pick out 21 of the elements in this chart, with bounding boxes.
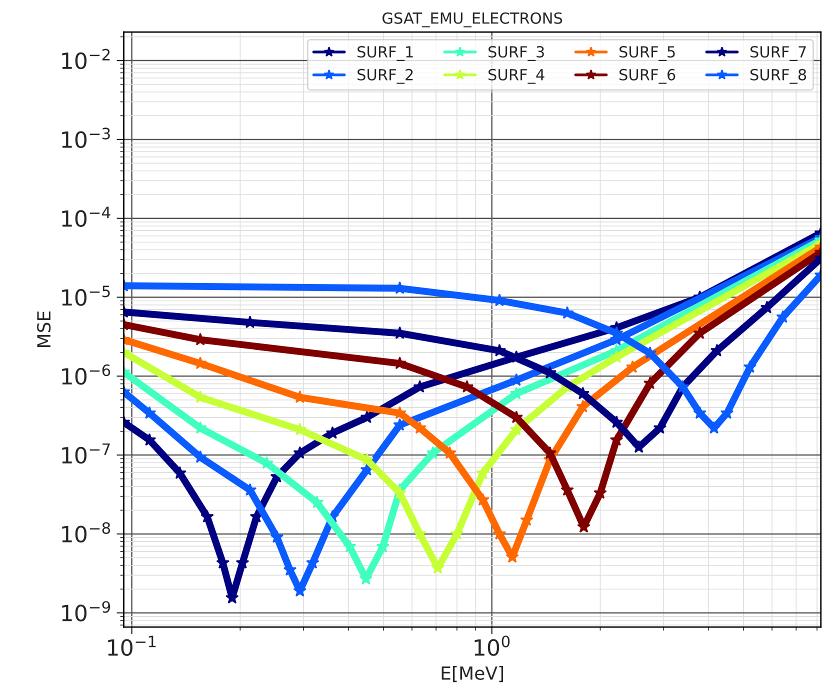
y-tick-label: 10$^{−5}$	[62, 286, 110, 306]
y-tick-label: 10$^{−9}$	[62, 601, 110, 622]
legend-label: SURF_3	[488, 46, 544, 61]
legend-label: SURF_6	[620, 68, 676, 84]
x-axis-title: E[MeV]	[442, 666, 504, 682]
x-tick-label: 10$^{0}$	[474, 636, 510, 656]
legend-label: SURF_5	[620, 46, 675, 61]
legend-label: SURF_2	[358, 68, 413, 84]
legend-label: SURF_1	[358, 46, 413, 61]
y-tick-label: 10$^{−7}$	[62, 444, 110, 464]
legend-label: SURF_8	[750, 68, 806, 84]
y-tick-label: 10$^{−4}$	[62, 206, 110, 227]
chart-title: GSAT_EMU_ELECTRONS	[382, 12, 562, 28]
y-tick-label: 10$^{−6}$	[62, 364, 110, 385]
y-tick-label: 10$^{−2}$	[62, 48, 110, 70]
legend-label: SURF_4	[488, 68, 544, 84]
legend-label: SURF_7	[750, 46, 806, 61]
x-tick-label: 10$^{−1}$	[108, 636, 156, 656]
y-tick-label: 10$^{−3}$	[62, 128, 110, 148]
y-axis-title: MSE	[37, 311, 51, 348]
y-tick-label: 10$^{−8}$	[62, 522, 110, 543]
